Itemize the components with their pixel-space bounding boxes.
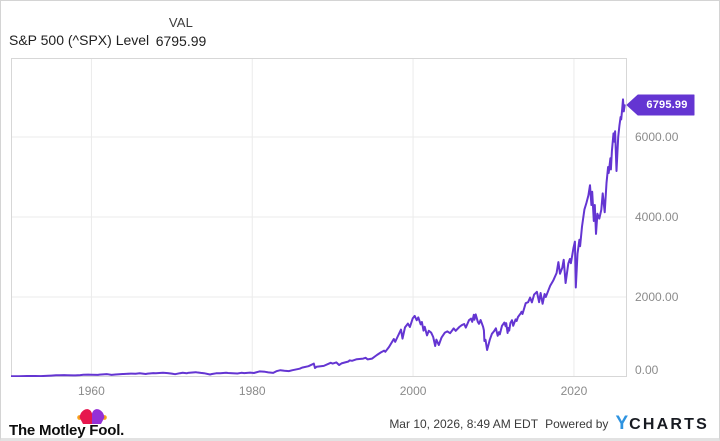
plot-border [11,58,627,377]
value-column: VAL 6795.99 [151,15,211,49]
sp500-line-series [11,98,626,377]
attribution: Mar 10, 2026, 8:49 AM EDT Powered by Y CH… [389,413,709,435]
series-title: S&P 500 (^SPX) Level [9,32,150,48]
badge-flag-shape [626,94,695,116]
plot-area[interactable] [11,58,627,377]
y-tick-label: 2000.00 [635,290,679,304]
y-tick-label: 0.00 [635,363,659,377]
x-tick-label: 2020 [560,384,588,398]
badge-value: 6795.99 [646,99,688,112]
x-tick-label: 1960 [78,384,105,398]
jester-hat-icon [77,409,107,424]
timestamp: Mar 10, 2026, 8:49 AM EDT [389,417,539,431]
y-tick-label: 4000.00 [635,210,679,224]
y-tick-label: 6000.00 [635,130,679,144]
current-value: 6795.99 [155,33,207,49]
motley-fool-logo: The Motley Fool. [9,407,159,439]
last-value-badge: 6795.99 [626,94,696,116]
motley-fool-wordmark: The Motley Fool. [9,422,125,439]
powered-by-label: Powered by [545,417,609,431]
x-tick-label: 1980 [238,384,266,398]
ycharts-logo[interactable]: Y CHARTS [615,413,709,435]
ycharts-y-mark: Y [615,413,630,434]
value-column-header: VAL [168,15,194,30]
x-tick-label: 2000 [399,384,427,398]
ycharts-wordmark: CHARTS [629,416,709,433]
